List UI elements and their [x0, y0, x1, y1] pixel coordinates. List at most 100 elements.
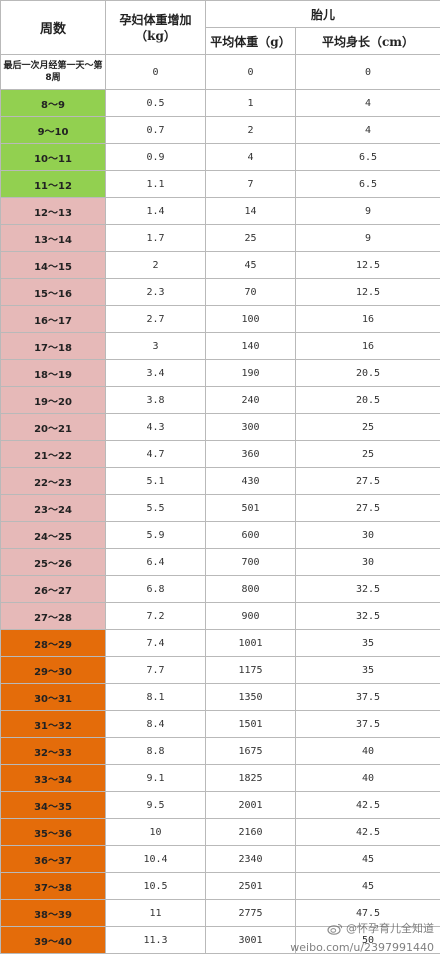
- week-range-cell: 11～12: [0, 170, 106, 198]
- week-range-cell: 37～38: [0, 872, 106, 900]
- week-range-cell: 20～21: [0, 413, 106, 441]
- mother-weight-gain-unit: （kg）: [135, 28, 176, 43]
- week-range-cell: 32～33: [0, 737, 106, 765]
- avg-weight-cell: 360: [205, 440, 296, 468]
- avg-weight-cell: 3001: [205, 926, 296, 954]
- mother-weight-gain-cell: 8.1: [105, 683, 206, 711]
- avg-length-cell: 6.5: [294, 170, 440, 198]
- table-row: 9～10 0.7 2 4: [0, 116, 440, 144]
- avg-length-cell: 37.5: [294, 710, 440, 738]
- week-range-cell: 27～28: [0, 602, 106, 630]
- avg-length-header: 平均身长（cm）: [294, 27, 440, 55]
- avg-weight-cell: 1001: [205, 629, 296, 657]
- table-row: 18～19 3.4 190 20.5: [0, 359, 440, 387]
- table-row: 39～40 11.3 3001 50: [0, 926, 440, 954]
- avg-length-cell: 45: [294, 872, 440, 900]
- avg-weight-cell: 100: [205, 305, 296, 333]
- week-range-cell: 21～22: [0, 440, 106, 468]
- mother-weight-gain-cell: 7.2: [105, 602, 206, 630]
- avg-length-cell: 0: [294, 54, 440, 90]
- avg-length-cell: 42.5: [294, 791, 440, 819]
- table-row: 12～13 1.4 14 9: [0, 197, 440, 225]
- mother-weight-gain-cell: 10.5: [105, 872, 206, 900]
- table-row: 28～29 7.4 1001 35: [0, 629, 440, 657]
- mother-weight-gain-cell: 5.5: [105, 494, 206, 522]
- avg-weight-cell: 2001: [205, 791, 296, 819]
- avg-weight-cell: 70: [205, 278, 296, 306]
- avg-length-cell: 20.5: [294, 386, 440, 414]
- mother-weight-gain-cell: 4.7: [105, 440, 206, 468]
- mother-weight-gain-cell: 2.7: [105, 305, 206, 333]
- week-range-cell: 34～35: [0, 791, 106, 819]
- week-range-cell: 36～37: [0, 845, 106, 873]
- table-row: 24～25 5.9 600 30: [0, 521, 440, 549]
- avg-length-cell: 16: [294, 305, 440, 333]
- avg-weight-cell: 140: [205, 332, 296, 360]
- fetus-header: 胎儿: [204, 0, 440, 28]
- week-range-cell: 35～36: [0, 818, 106, 846]
- week-range-cell: 33～34: [0, 764, 106, 792]
- table-row: 21～22 4.7 360 25: [0, 440, 440, 468]
- week-range-cell: 29～30: [0, 656, 106, 684]
- avg-length-cell: 20.5: [294, 359, 440, 387]
- table-row: 16～17 2.7 100 16: [0, 305, 440, 333]
- mother-weight-gain-cell: 1.1: [105, 170, 206, 198]
- weeks-header: 周数: [0, 0, 106, 55]
- week-range-cell: 30～31: [0, 683, 106, 711]
- avg-weight-cell: 1825: [205, 764, 296, 792]
- week-range-cell: 19～20: [0, 386, 106, 414]
- mother-weight-gain-cell: 3: [105, 332, 206, 360]
- mother-weight-gain-cell: 8.8: [105, 737, 206, 765]
- avg-weight-cell: 190: [205, 359, 296, 387]
- mother-weight-gain-cell: 4.3: [105, 413, 206, 441]
- mother-weight-gain-cell: 2: [105, 251, 206, 279]
- avg-length-cell: 45: [294, 845, 440, 873]
- avg-weight-cell: 2775: [205, 899, 296, 927]
- week-range-cell: 10～11: [0, 143, 106, 171]
- table-row: 13～14 1.7 25 9: [0, 224, 440, 252]
- week-range-cell: 17～18: [0, 332, 106, 360]
- mother-weight-gain-label: 孕妇体重增加: [119, 12, 192, 27]
- table-row: 8～9 0.5 1 4: [0, 89, 440, 117]
- avg-length-cell: 40: [294, 764, 440, 792]
- mother-weight-gain-cell: 0: [105, 54, 206, 90]
- week-range-cell: 38～39: [0, 899, 106, 927]
- week-range-cell: 15～16: [0, 278, 106, 306]
- week-range-cell: 9～10: [0, 116, 106, 144]
- avg-length-cell: 42.5: [294, 818, 440, 846]
- avg-weight-cell: 2160: [205, 818, 296, 846]
- table-row: 10～11 0.9 4 6.5: [0, 143, 440, 171]
- avg-weight-header: 平均体重（g）: [205, 27, 296, 55]
- mother-weight-gain-cell: 0.7: [105, 116, 206, 144]
- avg-length-cell: 6.5: [294, 143, 440, 171]
- week-range-cell: 23～24: [0, 494, 106, 522]
- week-range-cell: 18～19: [0, 359, 106, 387]
- week-range-cell: 最后一次月经第一天～第8周: [0, 54, 106, 90]
- avg-weight-cell: 800: [205, 575, 296, 603]
- mother-weight-gain-cell: 1.4: [105, 197, 206, 225]
- week-range-cell: 39～40: [0, 926, 106, 954]
- mother-weight-gain-cell: 0.9: [105, 143, 206, 171]
- avg-weight-cell: 7: [205, 170, 296, 198]
- avg-length-cell: 9: [294, 224, 440, 252]
- table-row: 26～27 6.8 800 32.5: [0, 575, 440, 603]
- avg-weight-cell: 4: [205, 143, 296, 171]
- mother-weight-gain-cell: 8.4: [105, 710, 206, 738]
- avg-weight-cell: 0: [205, 54, 296, 90]
- mother-weight-gain-cell: 5.9: [105, 521, 206, 549]
- mother-weight-gain-cell: 2.3: [105, 278, 206, 306]
- week-range-cell: 16～17: [0, 305, 106, 333]
- mother-weight-gain-cell: 9.5: [105, 791, 206, 819]
- table-row: 29～30 7.7 1175 35: [0, 656, 440, 684]
- week-range-cell: 12～13: [0, 197, 106, 225]
- avg-length-cell: 40: [294, 737, 440, 765]
- avg-length-cell: 35: [294, 629, 440, 657]
- avg-weight-cell: 2340: [205, 845, 296, 873]
- avg-length-cell: 12.5: [294, 278, 440, 306]
- table-row: 30～31 8.1 1350 37.5: [0, 683, 440, 711]
- avg-length-cell: 25: [294, 440, 440, 468]
- table-row: 36～37 10.4 2340 45: [0, 845, 440, 873]
- table-row: 33～34 9.1 1825 40: [0, 764, 440, 792]
- avg-length-cell: 30: [294, 548, 440, 576]
